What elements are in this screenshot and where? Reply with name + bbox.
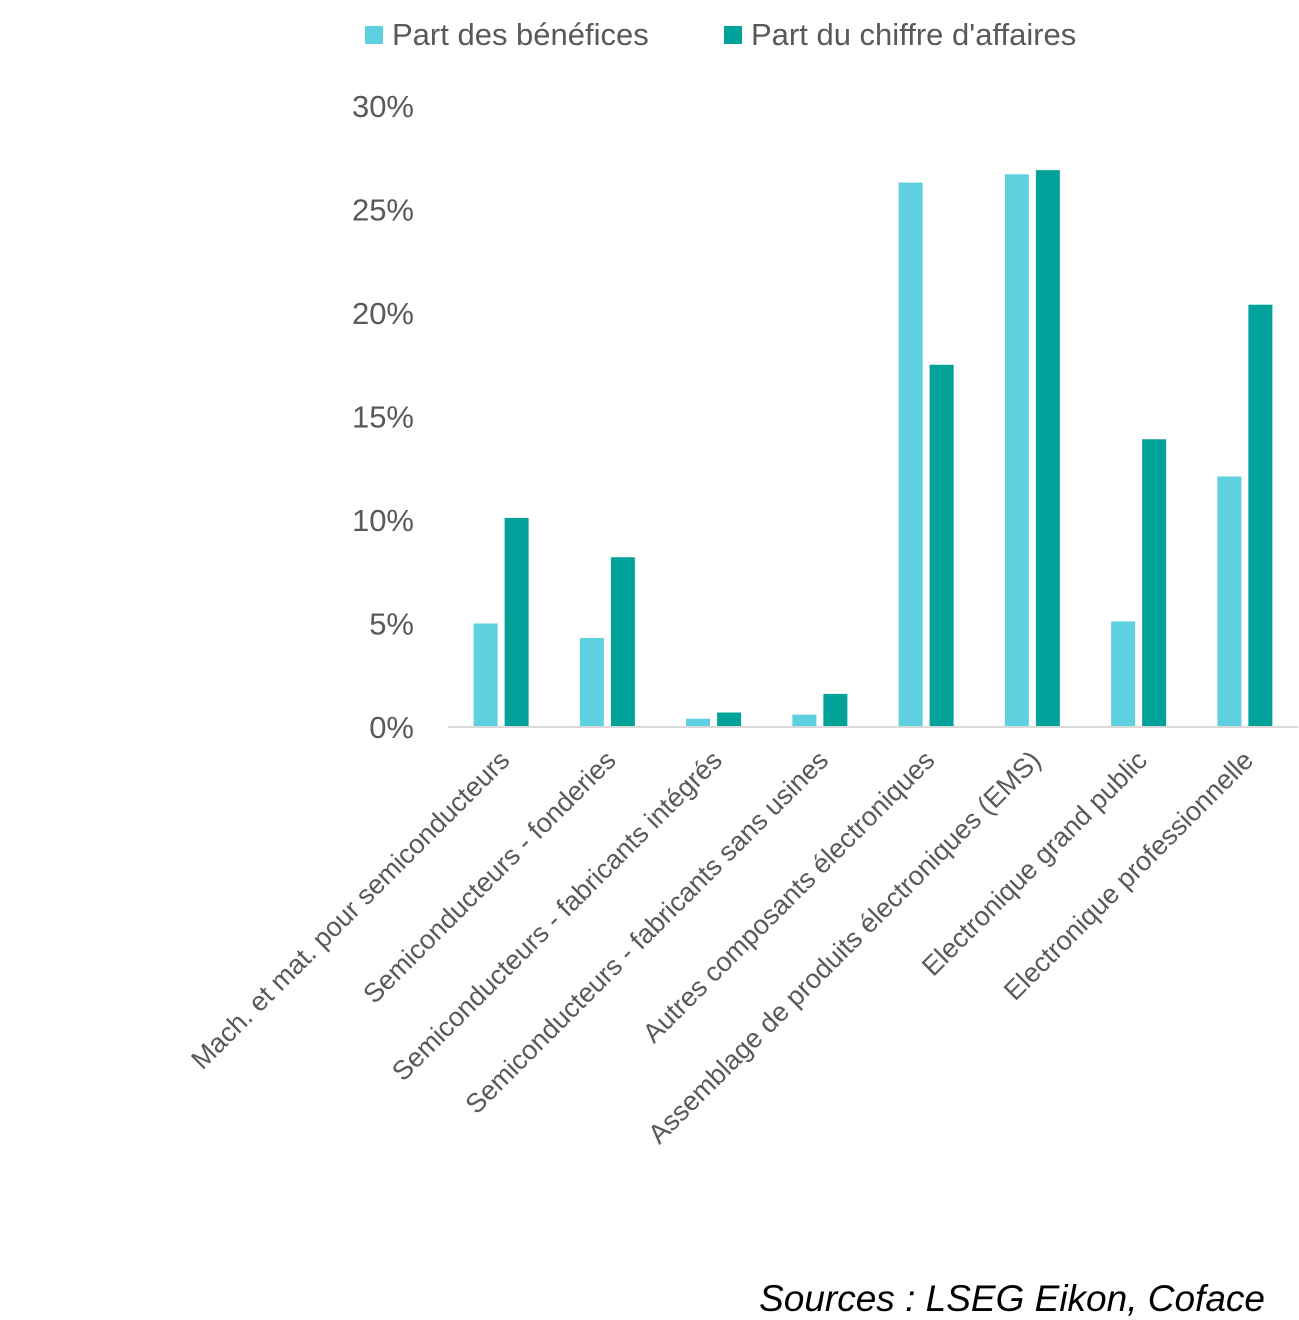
bar bbox=[717, 712, 742, 727]
y-tick-label: 30% bbox=[352, 89, 414, 124]
bar bbox=[579, 637, 604, 727]
x-tick-label: Semiconducteurs - fabricants sans usines bbox=[460, 745, 835, 1120]
x-axis: Mach. et mat. pour semiconducteursSemico… bbox=[185, 745, 1259, 1149]
legend-label: Part des bénéfices bbox=[392, 17, 649, 52]
bar bbox=[610, 557, 635, 727]
bar bbox=[473, 623, 498, 727]
x-tick-label: Assemblage de produits électroniques (EM… bbox=[642, 745, 1046, 1149]
bar bbox=[823, 693, 848, 727]
legend-swatch bbox=[724, 26, 742, 44]
legend-label: Part du chiffre d'affaires bbox=[751, 17, 1076, 52]
bar bbox=[1035, 170, 1060, 728]
y-tick-label: 0% bbox=[369, 710, 414, 745]
bars bbox=[473, 170, 1273, 728]
y-tick-label: 10% bbox=[352, 503, 414, 538]
bar bbox=[1004, 174, 1029, 727]
bar bbox=[792, 714, 817, 727]
bar bbox=[504, 517, 529, 727]
bar bbox=[686, 718, 711, 727]
y-tick-label: 5% bbox=[369, 607, 414, 642]
bar bbox=[1217, 476, 1242, 727]
x-tick-label: Electronique grand public bbox=[916, 745, 1153, 982]
chart-source: Sources : LSEG Eikon, Coface bbox=[759, 1278, 1265, 1319]
bar bbox=[1142, 439, 1167, 727]
y-tick-label: 20% bbox=[352, 296, 414, 331]
y-tick-label: 15% bbox=[352, 400, 414, 435]
bar bbox=[929, 364, 954, 727]
bar bbox=[898, 182, 923, 728]
chart-legend: Part des bénéfices Part du chiffre d'affa… bbox=[365, 17, 1076, 52]
bar bbox=[1248, 304, 1273, 727]
y-tick-label: 25% bbox=[352, 193, 414, 228]
y-axis: 0% 5% 10% 15% 20% 25% 30% bbox=[352, 89, 414, 745]
bar bbox=[1111, 621, 1136, 727]
legend-swatch bbox=[365, 26, 383, 44]
